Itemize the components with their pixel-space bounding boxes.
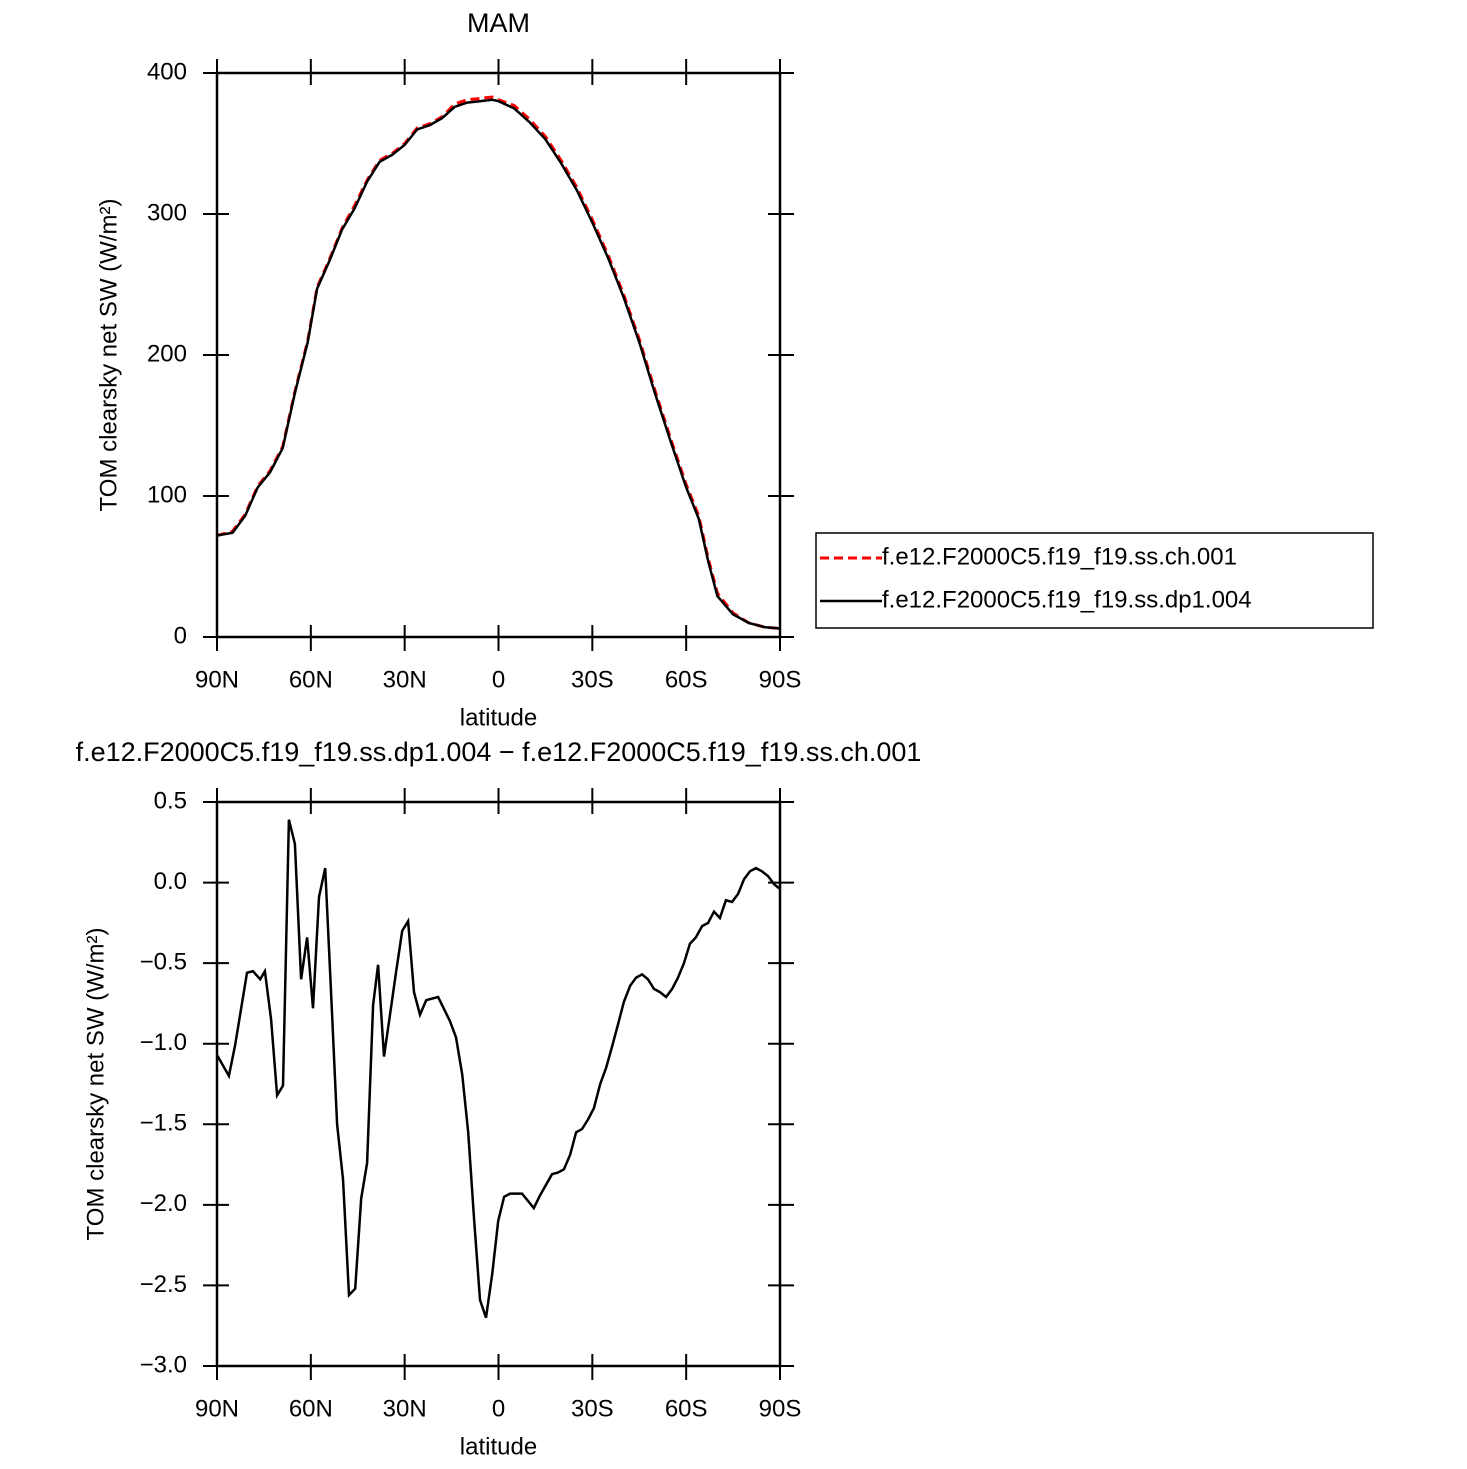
y-axis-label: TOM clearsky net SW (W/m²) (95, 199, 122, 512)
chart-title: f.e12.F2000C5.f19_f19.ss.dp1.004 − f.e12… (76, 737, 922, 767)
plot-frame (215, 800, 782, 1368)
legend-label: f.e12.F2000C5.f19_f19.ss.ch.001 (882, 543, 1237, 570)
y-tick-label: 400 (147, 58, 187, 85)
y-tick-label: −1.5 (140, 1110, 187, 1137)
x-tick-label: 30N (383, 1395, 427, 1422)
y-tick-label: 200 (147, 340, 187, 367)
x-axis-label: latitude (460, 704, 537, 731)
x-tick-label: 60N (289, 666, 333, 693)
x-tick-label: 90S (759, 1395, 802, 1422)
x-tick-label: 90S (759, 666, 802, 693)
x-axis-label: latitude (460, 1433, 537, 1460)
y-tick-label: −3.0 (140, 1351, 187, 1378)
y-tick-label: 300 (147, 199, 187, 226)
x-tick-label: 30S (571, 1395, 614, 1422)
x-tick-label: 60S (665, 666, 708, 693)
y-tick-label: 0 (174, 622, 187, 649)
y-tick-label: −1.0 (140, 1029, 187, 1056)
x-tick-label: 30S (571, 666, 614, 693)
x-tick-label: 90N (195, 1395, 239, 1422)
y-tick-label: −2.0 (140, 1190, 187, 1217)
data-line (215, 819, 781, 1319)
x-tick-label: 90N (195, 666, 239, 693)
x-tick-label: 0 (492, 1395, 505, 1422)
legend-label: f.e12.F2000C5.f19_f19.ss.dp1.004 (882, 586, 1252, 613)
plot-frame (215, 71, 782, 639)
x-tick-label: 30N (383, 666, 427, 693)
y-tick-label: 0.0 (154, 868, 187, 895)
y-tick-label: −0.5 (140, 948, 187, 975)
x-tick-label: 60N (289, 1395, 333, 1422)
y-tick-label: 0.5 (154, 787, 187, 814)
x-tick-label: 60S (665, 1395, 708, 1422)
y-tick-label: 100 (147, 481, 187, 508)
chart-title: MAM (467, 8, 530, 38)
x-tick-label: 0 (492, 666, 505, 693)
y-tick-label: −2.5 (140, 1271, 187, 1298)
legend-box (815, 532, 1374, 629)
data-line (216, 98, 781, 630)
y-axis-label: TOM clearsky net SW (W/m²) (82, 928, 109, 1241)
